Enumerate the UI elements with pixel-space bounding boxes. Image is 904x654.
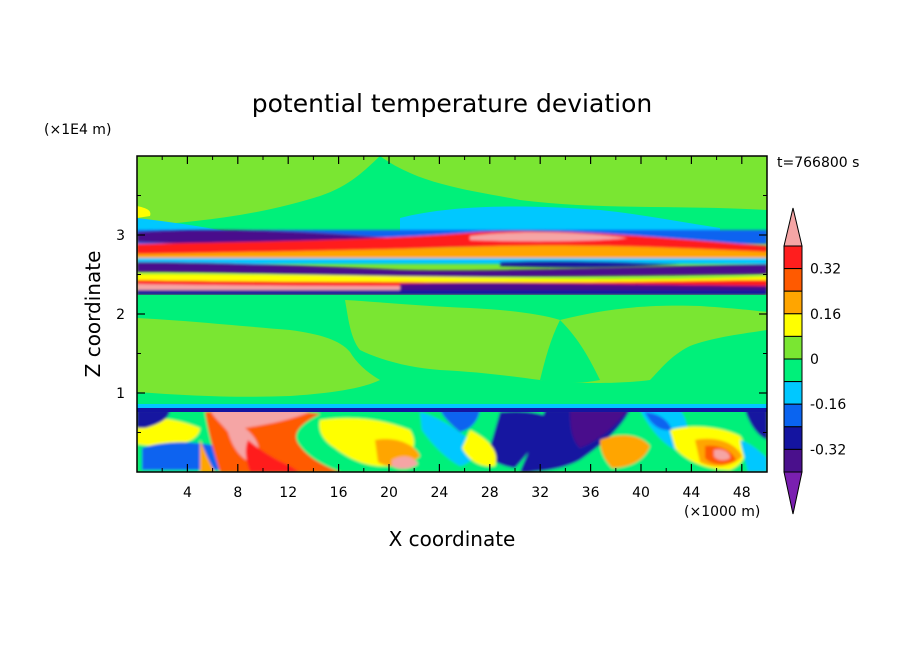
colorbar-swatch [783,448,803,473]
colorbar-swatch [783,381,803,405]
x-tick-label: 20 [380,485,398,501]
colorbar-extend-min [783,471,803,515]
colorbar: 0.32 0.16 0 -0.16 -0.32 [783,207,846,515]
bl-navy-diagonal-1 [488,411,550,468]
x-tick-label: 8 [233,485,242,501]
layer-purple-lower [400,283,767,292]
colorbar-extend-max [783,207,803,247]
x-tick-label: 24 [430,485,448,501]
colorbar-swatch [783,290,803,315]
y-tick-label: 1 [116,386,125,402]
colorbar-tick-label: 0.32 [810,262,841,278]
bl-blue-right [645,412,672,431]
x-axis-label: X coordinate [389,527,516,551]
x-tick-label: 40 [632,485,650,501]
layer-purple-mid [137,262,767,277]
bl-pink-thermal-left [210,408,310,464]
y-unit-label: (×1E4 m) [44,122,111,138]
layer-pink-lower [137,284,460,290]
bl-cyan-center [420,412,476,466]
bl-top-edge-navy [137,408,767,412]
layer-pink-upper [470,232,628,242]
bl-blue-center [440,410,480,432]
x-unit-label: (×1000 m) [684,504,760,520]
bl-pink-right [714,449,730,461]
colorbar-swatch [783,403,803,428]
y-axis-label: Z coordinate [81,251,105,378]
layer-navy-base [137,290,767,295]
bl-cyan-far-right [740,440,767,472]
bl-red-core-left [245,440,300,472]
layer-yellow-mid [137,274,767,282]
x-tick-label: 48 [733,485,751,501]
time-label: t=766800 s [777,155,859,171]
bl-top-edge-cyan [137,404,767,408]
x-tick-label: 44 [682,485,700,501]
colorbar-swatch [783,268,803,292]
mid-plume-center [540,320,600,383]
colorbar-tick-label: 0.16 [810,307,841,323]
colorbar-tick-label: 0 [810,352,819,368]
layer-cyan-mid [137,258,767,264]
upper-yellow-left [137,206,151,218]
colorbar-swatch [783,426,803,450]
bl-orange-diagonal [600,435,650,468]
bl-yellow-mid [462,430,497,467]
bl-navy-left [137,410,170,428]
x-axis: 4 8 12 16 20 24 28 32 36 40 44 48 [161,156,751,501]
x-tick-label: 32 [531,485,549,501]
y-tick-label: 2 [116,307,125,323]
x-tick-label: 4 [183,485,192,501]
bl-orange-thermal-left [200,440,215,472]
layer-navy-mid [500,261,680,268]
colorbar-swatch [783,313,803,337]
y-axis: 1 2 3 [116,195,767,433]
colorbar-swatch [783,245,803,270]
x-tick-label: 36 [582,485,600,501]
colorbar-tick-label: -0.16 [810,397,846,413]
colorbar-swatch [783,358,803,383]
bl-pink-center [392,456,418,469]
chart-title: potential temperature deviation [252,89,652,118]
x-tick-label: 12 [279,485,297,501]
layer-orange-upper [137,245,767,260]
colorbar-swatch [783,335,803,360]
bl-purple-diagonal [570,410,628,448]
bl-navy-far-right [745,410,767,440]
mid-plume-left [137,318,380,397]
x-tick-label: 28 [481,485,499,501]
colorbar-tick-label: -0.32 [810,442,846,458]
contour-field [137,156,767,472]
y-tick-label: 3 [116,228,125,244]
x-tick-label: 16 [330,485,348,501]
